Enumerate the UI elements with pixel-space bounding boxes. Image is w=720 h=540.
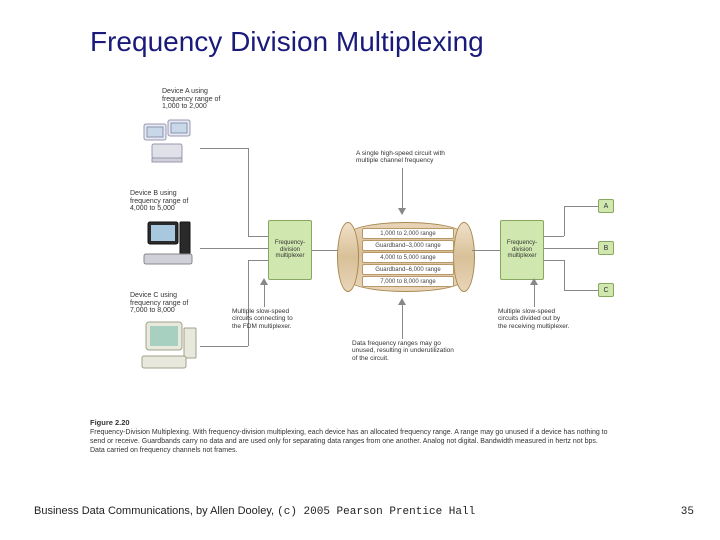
connector-line [200, 148, 248, 149]
page-number: 35 [681, 506, 694, 518]
connector-line [248, 260, 249, 346]
circuit-cylinder: 1,000 to 2,000 range Guardband–3,000 ran… [338, 214, 474, 300]
annotation-line [264, 283, 265, 307]
footer-text: Business Data Communications, by Allen D… [34, 505, 277, 517]
connector-line [544, 236, 564, 237]
connector-line [544, 248, 598, 249]
annotation-line [534, 283, 535, 307]
freq-row: 4,000 to 5,000 range [362, 252, 454, 263]
frequency-rows: 1,000 to 2,000 range Guardband–3,000 ran… [362, 228, 454, 287]
figure-number: Figure 2.20 [90, 418, 610, 427]
device-c-icon [138, 318, 202, 379]
connector-line [200, 248, 268, 249]
arrow-up-icon [530, 278, 539, 286]
device-b-icon [142, 218, 198, 273]
connector-line [564, 206, 565, 236]
connector-line [248, 148, 249, 236]
freq-row: 1,000 to 2,000 range [362, 228, 454, 239]
connector-line [564, 290, 598, 291]
connector-line [544, 260, 564, 261]
mux-right: Frequency-divisionmultiplexer [500, 220, 544, 280]
annotation-top: A single high-speed circuit withmultiple… [356, 150, 486, 165]
device-a-label: Device A usingfrequency range of1,000 to… [162, 88, 220, 111]
freq-row: 7,000 to 8,000 range [362, 276, 454, 287]
device-c-label: Device C usingfrequency range of7,000 to… [130, 292, 188, 315]
page-title: Frequency Division Multiplexing [90, 26, 484, 58]
connector-line [564, 260, 565, 290]
figure-caption: Figure 2.20 Frequency-Division Multiplex… [90, 418, 610, 456]
device-a-icon [142, 118, 198, 169]
connector-line [200, 346, 248, 347]
figure-text: Frequency-Division Multiplexing. With fr… [90, 429, 608, 454]
connector-line [472, 250, 500, 251]
connector-line [564, 206, 598, 207]
freq-row: Guardband–3,000 range [362, 240, 454, 251]
output-c: C [598, 283, 614, 297]
arrow-up-icon [398, 298, 407, 306]
output-b: B [598, 241, 614, 255]
annotation-bottom-mid: Data frequency ranges may gounused, resu… [352, 340, 482, 362]
device-b-label: Device B usingfrequency range of4,000 to… [130, 190, 188, 213]
freq-row: Guardband–6,000 range [362, 264, 454, 275]
annotation-bottom-right: Multiple slow-speedcircuits divided out … [498, 308, 588, 330]
output-a: A [598, 199, 614, 213]
footer: Business Data Communications, by Allen D… [34, 505, 475, 518]
annotation-line [402, 303, 403, 339]
footer-copyright: (c) 2005 Pearson Prentice Hall [277, 506, 475, 518]
arrow-up-icon [260, 278, 269, 286]
connector-line [248, 236, 268, 237]
annotation-bottom-left: Multiple slow-speedcircuits connecting t… [232, 308, 316, 330]
fdm-diagram: Device A usingfrequency range of1,000 to… [72, 88, 632, 468]
arrow-down-icon [398, 208, 407, 216]
mux-left: Frequency-divisionmultiplexer [268, 220, 312, 280]
connector-line [248, 260, 268, 261]
